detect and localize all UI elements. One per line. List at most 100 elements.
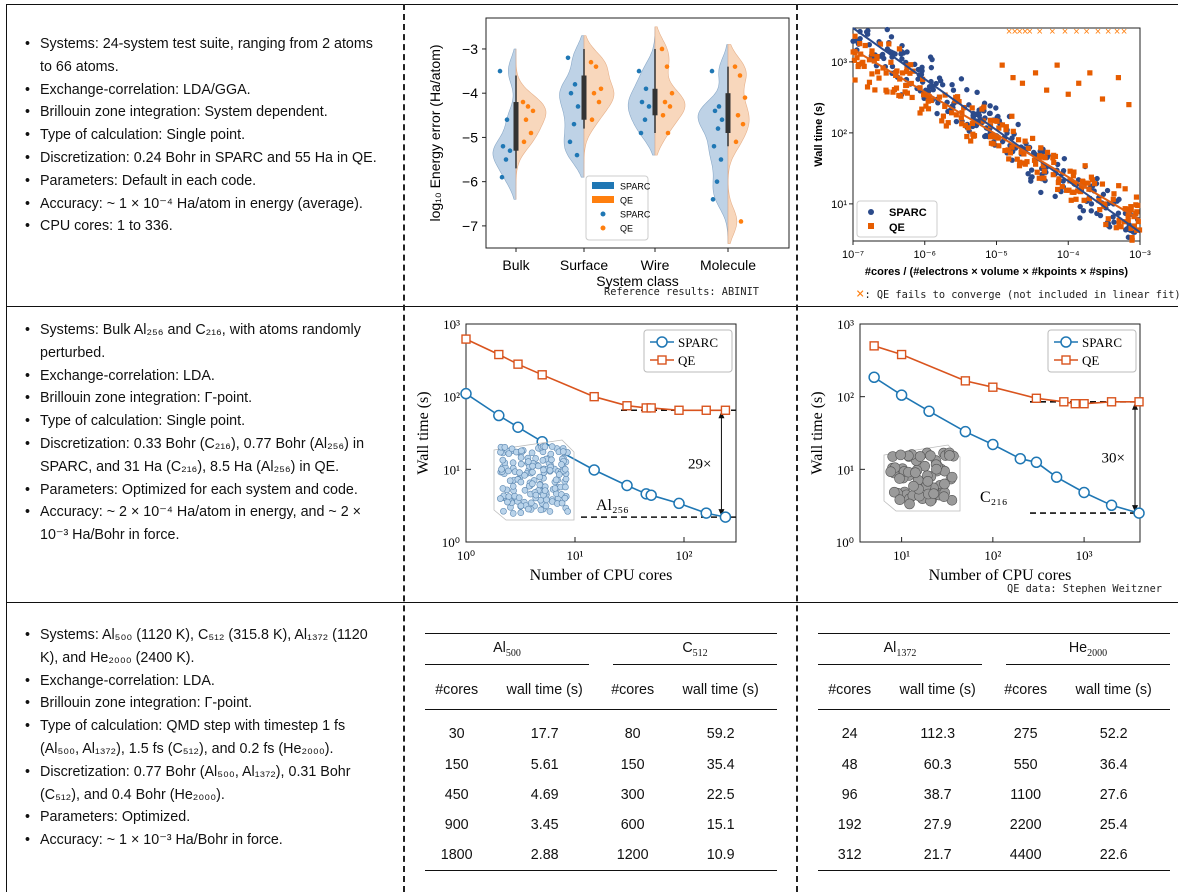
- y-tick-label: 10¹: [837, 462, 854, 477]
- qe-fit-line: [852, 48, 1141, 221]
- legend-marker: [600, 211, 606, 217]
- qe-point: [923, 103, 929, 109]
- plot-frame: [485, 17, 790, 249]
- qe-point: [1044, 87, 1050, 93]
- table-row: 192 27.9 2200 25.4: [818, 810, 1170, 840]
- sparc-point: [574, 152, 580, 158]
- y-tick-label: 10¹: [443, 462, 460, 477]
- qe-point: [996, 143, 1002, 149]
- x-tick-label: Bulk: [502, 257, 530, 273]
- qe-marker: [701, 405, 711, 415]
- legend-marker: [868, 223, 874, 229]
- sparc-fit-line: [852, 27, 1141, 233]
- qe-marker: [869, 341, 879, 351]
- sparc-point: [974, 89, 980, 95]
- qe-point: [1105, 216, 1111, 222]
- y-tick-label: −3: [462, 41, 478, 57]
- sparc-point: [929, 56, 935, 63]
- qe-point: [886, 41, 892, 47]
- sparc-point: [915, 76, 921, 82]
- cell-wall-time: 36.4: [1099, 756, 1128, 773]
- qe-violin-half: [583, 35, 615, 178]
- atom: [521, 472, 528, 479]
- sparc-point: [567, 139, 573, 145]
- x-axis-label: System class: [596, 273, 678, 289]
- qe-point: [939, 118, 945, 124]
- bullet-item: Accuracy: ~ 2 × 10⁻⁴ Ha/atom in energy, …: [24, 501, 384, 547]
- atom: [558, 461, 565, 468]
- qe-point: [1070, 173, 1076, 179]
- cell-wall-time: 10.9: [706, 846, 735, 863]
- x-tick-label: 10⁻⁶: [913, 249, 936, 261]
- sparc-point: [864, 31, 871, 37]
- cell-wall-time: 17.7: [530, 725, 559, 742]
- legend-marker: [1061, 355, 1071, 365]
- qe-point: [665, 130, 671, 136]
- sparc-point: [716, 104, 722, 109]
- sparc-marker: [1078, 486, 1090, 499]
- qe-point: [956, 99, 962, 105]
- legend-label: SPARC: [1082, 335, 1122, 350]
- atom: [540, 466, 547, 474]
- x-tick-label: 10⁻⁵: [985, 249, 1008, 261]
- qe-marker: [646, 403, 656, 413]
- cell-cores: 96: [841, 786, 858, 803]
- group-subscript: 2000: [1087, 647, 1108, 659]
- qe-point: [1021, 151, 1027, 157]
- sparc-point: [710, 197, 716, 202]
- atom: [529, 462, 536, 470]
- qe-point: [1041, 168, 1047, 174]
- sparc-point: [919, 68, 925, 74]
- sparc-point: [934, 110, 940, 117]
- qe-point: [1003, 124, 1009, 130]
- bullet-item: Exchange-correlation: LDA.: [24, 670, 384, 693]
- qe-point: [851, 57, 857, 63]
- x-tick-label: 10⁰: [457, 548, 475, 563]
- atom: [517, 509, 525, 517]
- table-row: 1800 2.88 1200 10.9: [425, 840, 777, 870]
- qe-point: [1007, 150, 1013, 156]
- table-group-header: Al500: [425, 634, 601, 672]
- atom: [939, 478, 950, 490]
- y-axis-label: Wall time (s): [415, 391, 432, 474]
- atom: [541, 443, 549, 450]
- qe-point: [990, 141, 996, 147]
- sparc-point: [568, 90, 574, 96]
- qe-point: [987, 134, 994, 140]
- qe-point: [667, 104, 673, 109]
- qe-point: [1016, 163, 1023, 169]
- sparc-marker: [987, 438, 999, 451]
- qe-point: [958, 115, 964, 121]
- y-tick-label: −5: [462, 129, 478, 145]
- sparc-marker: [719, 511, 732, 523]
- atom: [944, 450, 955, 461]
- x-tick-label: 10²: [984, 548, 1001, 563]
- qe-failure-marker: ×: [1022, 26, 1028, 38]
- x-axis-label: Number of CPU cores: [929, 567, 1072, 584]
- cell-wall-time: 15.1: [706, 816, 735, 833]
- qe-point: [874, 55, 880, 61]
- x-tick-label: 10²: [676, 548, 693, 563]
- group-name: C: [682, 639, 693, 656]
- sparc-point: [1080, 208, 1087, 214]
- qe-point: [1069, 189, 1075, 195]
- qe-point: [1131, 223, 1138, 229]
- y-tick-label: 10³: [443, 317, 460, 332]
- atom: [499, 485, 507, 492]
- bullet-item: CPU cores: 1 to 336.: [24, 215, 384, 238]
- qe-point: [1125, 217, 1131, 223]
- legend-label: QE: [620, 224, 633, 234]
- speedup-label: 30×: [1102, 450, 1125, 466]
- atom: [517, 454, 525, 461]
- atom: [548, 456, 555, 464]
- sparc-marker: [460, 387, 472, 400]
- qe-point: [996, 125, 1002, 131]
- y-tick-label: 10³: [837, 317, 854, 332]
- table-row: 30 17.7 80 59.2: [425, 710, 777, 750]
- atom: [536, 481, 544, 489]
- legend-label: SPARC: [678, 335, 718, 350]
- sparc-point: [709, 68, 715, 74]
- qe-point: [659, 46, 665, 52]
- sparc-point: [995, 113, 1001, 120]
- group-name: He: [1068, 639, 1088, 656]
